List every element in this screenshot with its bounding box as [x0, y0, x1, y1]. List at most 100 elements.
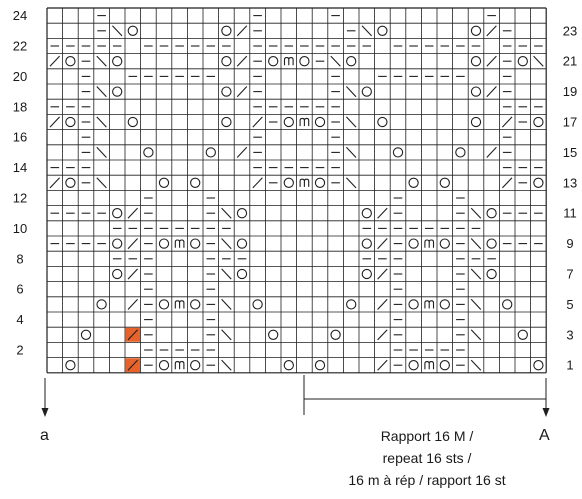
row-number-right: 19 [563, 84, 577, 99]
right-decrease-symbol [377, 359, 388, 371]
yarn-over-symbol [330, 329, 341, 340]
right-decrease-symbol [486, 86, 497, 98]
yarn-over-symbol [205, 147, 216, 158]
left-decrease-symbol [345, 116, 357, 128]
row-number-right: 7 [566, 267, 573, 282]
row-number-right: 9 [566, 236, 573, 251]
left-decrease-symbol [345, 177, 357, 189]
yarn-over-symbol [533, 360, 544, 371]
yarn-over-symbol [283, 116, 294, 128]
right-decrease-symbol [252, 177, 263, 189]
left-decrease-symbol [330, 55, 341, 67]
yarn-over-symbol [221, 25, 232, 36]
left-decrease-symbol [361, 25, 373, 37]
row-number-left: 4 [16, 312, 23, 327]
right-decrease-symbol [501, 116, 513, 128]
multiple-stitch-symbol [424, 300, 435, 309]
left-decrease-symbol [470, 298, 482, 310]
row-number-right: 1 [566, 358, 573, 373]
row-number-left: 16 [13, 130, 27, 145]
right-decrease-symbol [236, 86, 248, 98]
label-end: A [539, 427, 550, 444]
right-decrease-symbol [49, 55, 61, 67]
yarn-over-symbol [361, 268, 372, 280]
row-number-left: 2 [16, 343, 23, 358]
yarn-over-symbol [533, 116, 544, 128]
left-decrease-symbol [221, 268, 232, 280]
chart-symbols [49, 15, 544, 373]
right-decrease-symbol [127, 298, 139, 310]
yarn-over-symbol [314, 177, 326, 188]
multiple-stitch-symbol [174, 239, 185, 248]
chart-grid [46, 7, 547, 374]
yarn-over-symbol [112, 86, 123, 97]
yarn-over-symbol [517, 329, 528, 340]
yarn-over-symbol [158, 299, 170, 310]
yarn-over-symbol [283, 177, 294, 188]
yarn-over-symbol [408, 299, 419, 310]
yarn-over-symbol [517, 56, 528, 67]
row-number-left: 18 [13, 99, 27, 114]
left-decrease-symbol [111, 25, 123, 37]
multiple-stitch-symbol [424, 361, 435, 370]
yarn-over-symbol [143, 147, 154, 158]
right-decrease-symbol [127, 268, 139, 280]
yarn-over-symbol [80, 329, 92, 340]
left-decrease-symbol [221, 298, 232, 310]
multiple-stitch-symbol [299, 117, 310, 127]
row-number-right: 17 [563, 115, 577, 130]
yarn-over-symbol [455, 147, 466, 158]
yarn-over-symbol [299, 56, 310, 67]
yarn-over-symbol [486, 238, 497, 249]
left-decrease-symbol [96, 177, 107, 189]
row-number-right: 15 [563, 145, 577, 160]
left-decrease-symbol [96, 86, 107, 98]
yarn-over-symbol [112, 208, 123, 219]
yarn-over-symbol [190, 177, 201, 188]
right-decrease-symbol [377, 298, 388, 310]
yarn-over-symbol [314, 360, 326, 371]
right-decrease-symbol [377, 238, 388, 250]
repeat-label-line-1: Rapport 16 M / [381, 428, 474, 444]
yarn-over-symbol [470, 86, 482, 97]
repeat-label-line-3: 16 m à rép / rapport 16 st [348, 472, 505, 488]
left-decrease-symbol [96, 146, 107, 158]
left-decrease-symbol [96, 55, 107, 67]
yarn-over-symbol [470, 25, 482, 36]
left-decrease-symbol [533, 55, 544, 67]
yarn-over-symbol [65, 177, 76, 188]
yarn-over-symbol [65, 360, 76, 371]
row-number-left: 12 [13, 191, 27, 206]
accent-slash [127, 359, 139, 371]
row-number-left: 22 [13, 39, 27, 54]
left-decrease-symbol [221, 329, 232, 341]
left-decrease-symbol [345, 146, 357, 158]
label-start: a [40, 427, 49, 444]
yarn-over-symbol [439, 299, 450, 310]
yarn-over-symbol [268, 329, 279, 340]
yarn-over-symbol [408, 177, 419, 188]
yarn-over-symbol [502, 299, 513, 310]
row-number-left: 6 [16, 282, 23, 297]
yarn-over-symbol [486, 208, 497, 219]
right-decrease-symbol [377, 329, 388, 341]
multiple-stitch-symbol [174, 361, 185, 370]
multiple-stitch-symbol [283, 57, 294, 66]
yarn-over-symbol [127, 116, 138, 128]
yarn-over-symbol [221, 86, 232, 97]
multiple-stitch-symbol [174, 300, 185, 309]
yarn-over-symbol [283, 360, 294, 371]
multiple-stitch-symbol [424, 239, 435, 248]
yarn-over-symbol [361, 86, 372, 97]
left-decrease-symbol [470, 268, 482, 280]
yarn-over-symbol [96, 299, 107, 310]
accent-decrease-symbol [125, 327, 140, 342]
yarn-over-symbol [221, 56, 232, 67]
yarn-over-symbol [190, 238, 201, 249]
right-decrease-symbol [252, 116, 263, 128]
right-decrease-symbol [486, 55, 497, 67]
yarn-over-symbol [377, 25, 388, 36]
